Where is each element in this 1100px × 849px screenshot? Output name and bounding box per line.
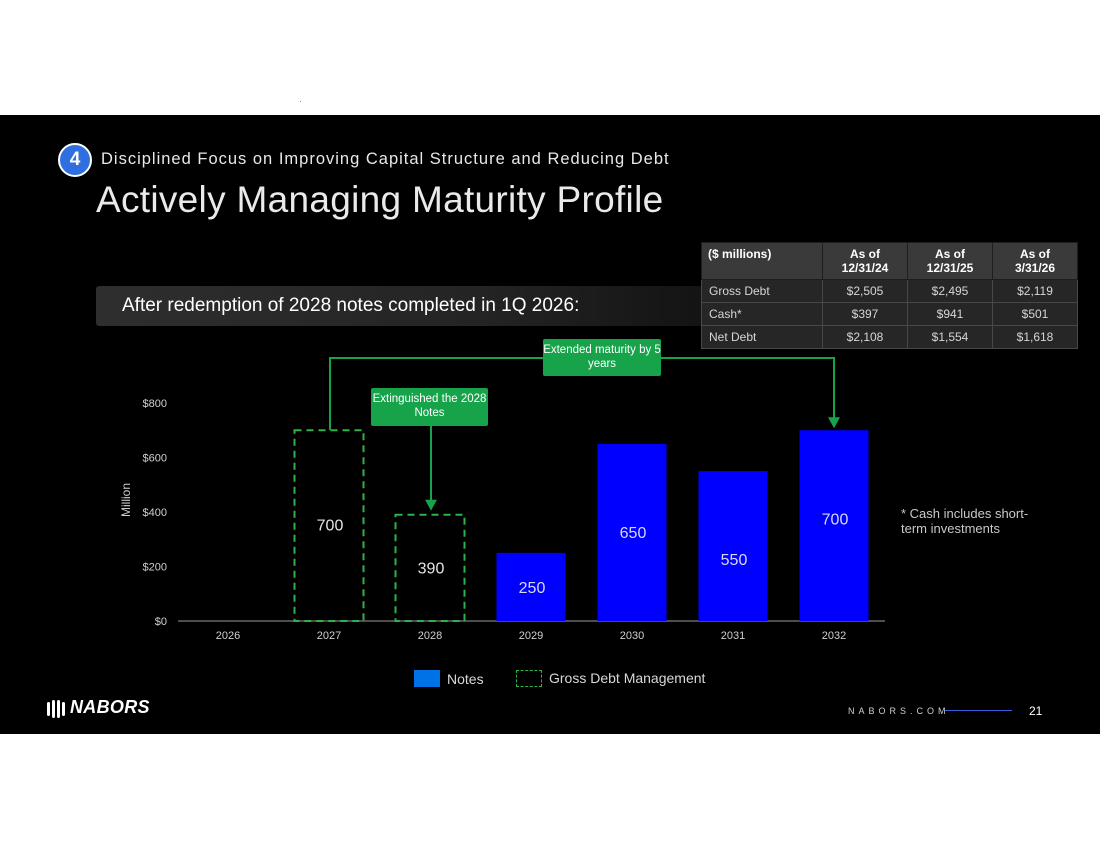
stray-dot (300, 101, 301, 102)
table-cell: $501 (992, 302, 1078, 326)
maturity-profile-chart: $0 $200 $400 $600 $800 Million 2026 2027 2028 202… (119, 357, 885, 642)
callout-extended-maturity: Extended maturity by 5 years (543, 339, 661, 376)
extinguished-arrowhead (425, 499, 437, 511)
x-tick-label: 2028 (418, 630, 442, 642)
table-cell: Gross Debt (701, 279, 823, 303)
table-row: Gross Debt $2,505 $2,495 $2,119 (701, 279, 1078, 303)
table-header-col: As of 12/31/24 (822, 242, 908, 280)
y-tick-label: $600 (143, 453, 167, 465)
table-cell: $2,505 (822, 279, 908, 303)
subtitle-band: After redemption of 2028 notes completed… (96, 286, 736, 326)
x-tick-label: 2026 (216, 630, 240, 642)
bar-data-label: 700 (822, 511, 849, 528)
table-cell: $397 (822, 302, 908, 326)
table-cell: $2,119 (992, 279, 1078, 303)
website-label: NABORS.COM (848, 706, 950, 716)
table-cell: $2,495 (907, 279, 993, 303)
x-tick-label: 2031 (721, 630, 745, 642)
extended-maturity-arrowhead (828, 417, 840, 429)
gross-debt-bar-outline (394, 513, 466, 623)
legend-gross-debt-label: Gross Debt Management (549, 670, 706, 686)
page-number: 21 (1029, 704, 1043, 718)
notes-bar (799, 430, 869, 621)
callout-extinguished-notes: Extinguished the 2028 Notes (371, 388, 488, 426)
notes-bar (698, 471, 768, 621)
y-tick-label: $800 (143, 398, 167, 410)
legend-notes-swatch (414, 670, 440, 687)
bar-data-label: 700 (317, 517, 344, 534)
table-cell: $2,108 (822, 325, 908, 349)
notes-bar (496, 552, 566, 621)
x-tick-label: 2030 (620, 630, 644, 642)
bar-data-label: 250 (519, 580, 546, 597)
y-tick-label: $400 (143, 507, 167, 519)
subtitle-text: After redemption of 2028 notes completed… (122, 295, 580, 316)
table-cell: Net Debt (701, 325, 823, 349)
legend-notes-label: Notes (447, 671, 484, 687)
debt-summary-table: ($ millions) As of 12/31/24 As of 12/31/… (701, 242, 1078, 349)
table-header-row: ($ millions) As of 12/31/24 As of 12/31/… (701, 242, 1078, 280)
x-tick-label: 2029 (519, 630, 543, 642)
section-number-badge: 4 (58, 143, 92, 177)
legend-gross-debt-swatch (516, 670, 542, 687)
footer-rule (945, 710, 1012, 711)
table-cell: $1,554 (907, 325, 993, 349)
x-tick-label: 2027 (317, 630, 341, 642)
x-tick-label: 2032 (822, 630, 846, 642)
bar-data-label: 390 (418, 561, 445, 578)
bar-data-label: 650 (620, 525, 647, 542)
table-cell: Cash* (701, 302, 823, 326)
notes-bar (597, 443, 667, 621)
y-tick-label: $200 (143, 562, 167, 574)
table-header-col: As of 3/31/26 (992, 242, 1078, 280)
nabors-logo-text: NABORS (70, 697, 150, 717)
table-row: Cash* $397 $941 $501 (701, 302, 1078, 326)
table-row: Net Debt $2,108 $1,554 $1,618 (701, 325, 1078, 349)
section-title: Disciplined Focus on Improving Capital S… (101, 150, 670, 168)
table-cell: $1,618 (992, 325, 1078, 349)
table-header-col: As of 12/31/25 (907, 242, 993, 280)
y-tick-label: $0 (155, 616, 167, 628)
page-title: Actively Managing Maturity Profile (96, 179, 664, 220)
gross-debt-bar-outline (293, 429, 365, 622)
cash-footnote: * Cash includes short-term investments (901, 506, 1029, 536)
nabors-logo-icon (47, 700, 65, 718)
slide: 4 Disciplined Focus on Improving Capital… (0, 115, 1100, 734)
y-axis-title: Million (119, 483, 133, 517)
bar-data-label: 550 (721, 552, 748, 569)
